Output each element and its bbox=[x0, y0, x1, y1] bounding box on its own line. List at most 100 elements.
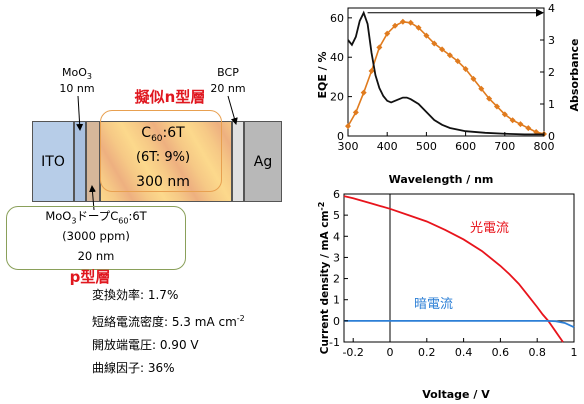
eqe-y2tick-label: 2 bbox=[548, 66, 555, 79]
jv-chart-axes bbox=[343, 193, 575, 343]
jv-ytick-label: 5 bbox=[333, 209, 340, 222]
doped-layer-thickness: 20 nm bbox=[77, 249, 115, 263]
eqe-data-point bbox=[470, 75, 477, 82]
doped-layer-concentration: (3000 ppm) bbox=[62, 229, 130, 243]
moo3-arrow bbox=[76, 95, 84, 131]
eqe-chart-xlabel: Wavelength / nm bbox=[389, 173, 494, 186]
doped-moo-text: MoO bbox=[45, 209, 72, 223]
eqe-data-point bbox=[501, 111, 508, 118]
eqe-y2tick-label: 0 bbox=[548, 130, 555, 143]
jv-xtick-label: 0 bbox=[387, 346, 394, 359]
jv-xtick-label: 0.4 bbox=[455, 346, 473, 359]
eqe-series-line bbox=[347, 20, 545, 135]
performance-stats: 変換効率: 1.7% 短絡電流密度: 5.3 mA cm-2 開放端電圧: 0.… bbox=[92, 284, 245, 380]
eqe-data-point bbox=[407, 19, 414, 26]
eqe-xtick-label: 300 bbox=[338, 140, 359, 153]
eqe-data-point bbox=[360, 89, 367, 96]
device-arrows bbox=[76, 95, 238, 211]
eqe-ytick-label: 20 bbox=[330, 91, 344, 104]
jv-ytick-label: 3 bbox=[333, 251, 340, 264]
jv-chart-ticks: -0.2 0 0.2 0.4 0.6 0.8 1 -1 0 1 2 3 4 5 6 bbox=[329, 190, 577, 359]
bcp-layer bbox=[232, 121, 244, 202]
eqe-data-point bbox=[399, 18, 406, 25]
jv-ytick-label: 6 bbox=[333, 190, 340, 201]
efficiency-stat: 変換効率: 1.7% bbox=[92, 288, 179, 302]
dark-current-line bbox=[344, 319, 575, 329]
jv-ytick-label: -1 bbox=[329, 336, 340, 349]
ito-label: ITO bbox=[41, 154, 65, 170]
bcp-thickness: 20 nm bbox=[210, 82, 246, 95]
active-layer-thickness: 300 nm bbox=[136, 174, 190, 190]
jv-chart-ylabel: Current density / mA cm-2 bbox=[317, 202, 331, 355]
eqe-ytick-label: 0 bbox=[337, 130, 344, 143]
eqe-data-point bbox=[345, 123, 351, 130]
eqe-y2tick-label: 1 bbox=[548, 98, 555, 111]
doped-moo-sub: 3 bbox=[71, 216, 77, 226]
jv-chart-xlabel: Voltage / V bbox=[422, 388, 490, 401]
eqe-y2tick-label: 3 bbox=[548, 34, 555, 47]
jv-xtick-label: 0.8 bbox=[528, 346, 546, 359]
eqe-data-point bbox=[392, 22, 399, 29]
jv-ylabel-sup: -2 bbox=[317, 202, 326, 211]
active-layer-composition: C60:6T bbox=[104, 125, 222, 148]
jv-chart-series bbox=[343, 195, 575, 343]
eqe-xtick-label: 800 bbox=[534, 140, 555, 153]
eqe-data-point bbox=[517, 121, 524, 128]
bcp-arrow bbox=[227, 95, 238, 125]
eqe-data-point bbox=[431, 40, 438, 47]
p-type-layer-label: p型層 bbox=[69, 268, 111, 286]
eqe-data-point bbox=[368, 68, 375, 75]
jv-ytick-label: 2 bbox=[333, 273, 340, 286]
doped-layer-composition: MoO3ドープC60:6T bbox=[6, 210, 186, 227]
moo3-label: MoO3 bbox=[52, 66, 102, 83]
dark-current-label: 暗電流 bbox=[414, 297, 453, 312]
eqe-data-point bbox=[439, 46, 446, 53]
eqe-chart-ylabel: EQE / % bbox=[316, 51, 329, 98]
eqe-data-point bbox=[525, 125, 532, 132]
active-c-text: C bbox=[141, 125, 152, 141]
ff-stat: 曲線因子: 36% bbox=[92, 361, 175, 375]
moo3-label-text: MoO bbox=[62, 66, 87, 79]
voc-stat: 開放端電圧: 0.90 V bbox=[92, 338, 199, 352]
eqe-data-point bbox=[376, 44, 383, 51]
active-c-sub: 60 bbox=[151, 133, 163, 144]
ag-label: Ag bbox=[253, 154, 273, 170]
eqe-ytick-label: 60 bbox=[330, 12, 344, 25]
eqe-y2tick-label: 4 bbox=[548, 2, 555, 15]
eqe-ytick-label: 40 bbox=[330, 51, 344, 64]
eqe-xtick-label: 600 bbox=[455, 140, 476, 153]
eqe-chart-y2label: Absorbance bbox=[568, 38, 581, 111]
jv-xtick-label: 0.2 bbox=[418, 346, 436, 359]
photocurrent-line bbox=[343, 195, 564, 343]
active-6t-text: :6T bbox=[162, 125, 185, 141]
jv-ytick-label: 0 bbox=[333, 315, 340, 328]
doped-c-sub: 60 bbox=[118, 216, 129, 226]
absorbance-series-line bbox=[347, 10, 544, 136]
doped-mid-text: ドープC bbox=[76, 209, 119, 223]
active-layer-ratio: (6T: 9%) bbox=[135, 150, 191, 165]
moo3-label-sub: 3 bbox=[86, 72, 92, 82]
eqe-xtick-label: 500 bbox=[416, 140, 437, 153]
eqe-data-point bbox=[384, 30, 391, 37]
jv-plot-frame bbox=[343, 193, 575, 343]
n-type-highlight-box bbox=[100, 110, 222, 192]
p-type-highlight-box bbox=[6, 206, 186, 270]
jsc-sup: -2 bbox=[236, 314, 245, 323]
eqe-chart-axes bbox=[347, 7, 545, 137]
eqe-data-point bbox=[454, 58, 461, 65]
eqe-data-point bbox=[352, 109, 359, 116]
jsc-stat: 短絡電流密度: 5.3 mA cm-2 bbox=[92, 307, 245, 334]
jv-xtick-label: -0.2 bbox=[342, 346, 363, 359]
n-type-layer-label: 擬似n型層 bbox=[134, 88, 206, 106]
jv-xtick-label: 1 bbox=[571, 346, 578, 359]
jv-ylabel-text: Current density / mA cm bbox=[319, 211, 331, 355]
eqe-xtick-label: 700 bbox=[494, 140, 515, 153]
eqe-data-point bbox=[423, 32, 430, 39]
ito-layer bbox=[32, 121, 74, 202]
bcp-label: BCP bbox=[217, 66, 239, 79]
jv-ytick-label: 1 bbox=[333, 294, 340, 307]
jv-xtick-label: 0.6 bbox=[492, 346, 510, 359]
